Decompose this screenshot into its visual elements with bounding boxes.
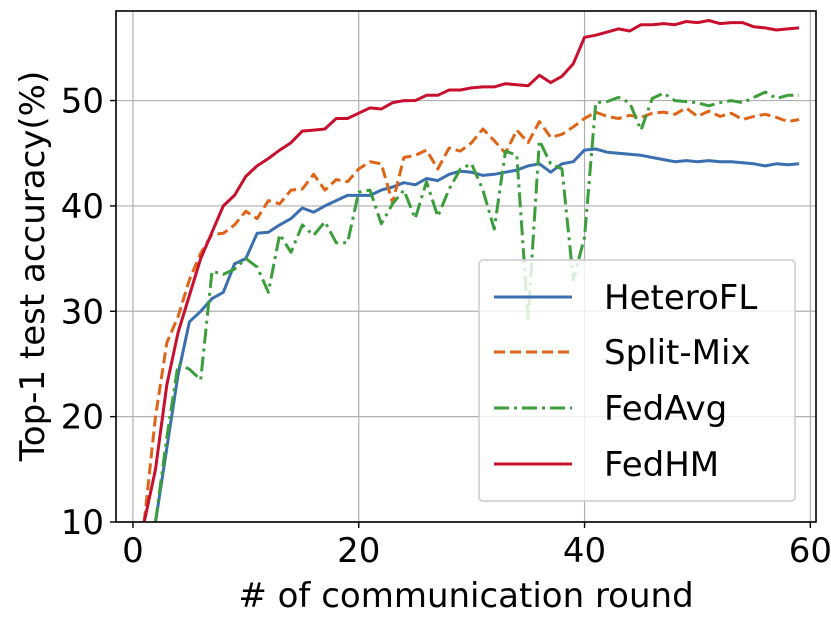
y-tick-label: 50 [61, 82, 104, 122]
x-tick-label: 40 [563, 531, 606, 571]
series-lines [142, 19, 800, 522]
y-axis: 10 20 30 40 50 [61, 82, 116, 543]
x-axis: 0 20 40 60 [122, 522, 831, 571]
x-tick-label: 20 [337, 531, 380, 571]
plot-frame [115, 10, 817, 523]
series-line-fedavg [154, 90, 800, 522]
legend-label: Split-Mix [604, 333, 751, 373]
y-tick-label: 30 [61, 292, 104, 332]
y-tick-label: 20 [61, 398, 104, 438]
legend-label: HeteroFL [604, 278, 757, 318]
legend: HeteroFL Split-Mix FedAvg FedHM [478, 259, 796, 502]
series-line-fedhm [142, 19, 800, 522]
x-tick-label: 0 [122, 531, 144, 571]
x-tick-label: 60 [789, 531, 831, 571]
legend-label: FedHM [604, 445, 719, 485]
legend-label: FedAvg [604, 389, 727, 429]
x-axis-title: # of communication round [238, 576, 693, 616]
y-tick-label: 10 [61, 503, 104, 543]
y-axis-title: Top-1 test accuracy(%) [13, 71, 53, 462]
y-tick-label: 40 [61, 187, 104, 227]
legend-frame [478, 259, 796, 502]
series-line-split-mix [142, 106, 800, 522]
